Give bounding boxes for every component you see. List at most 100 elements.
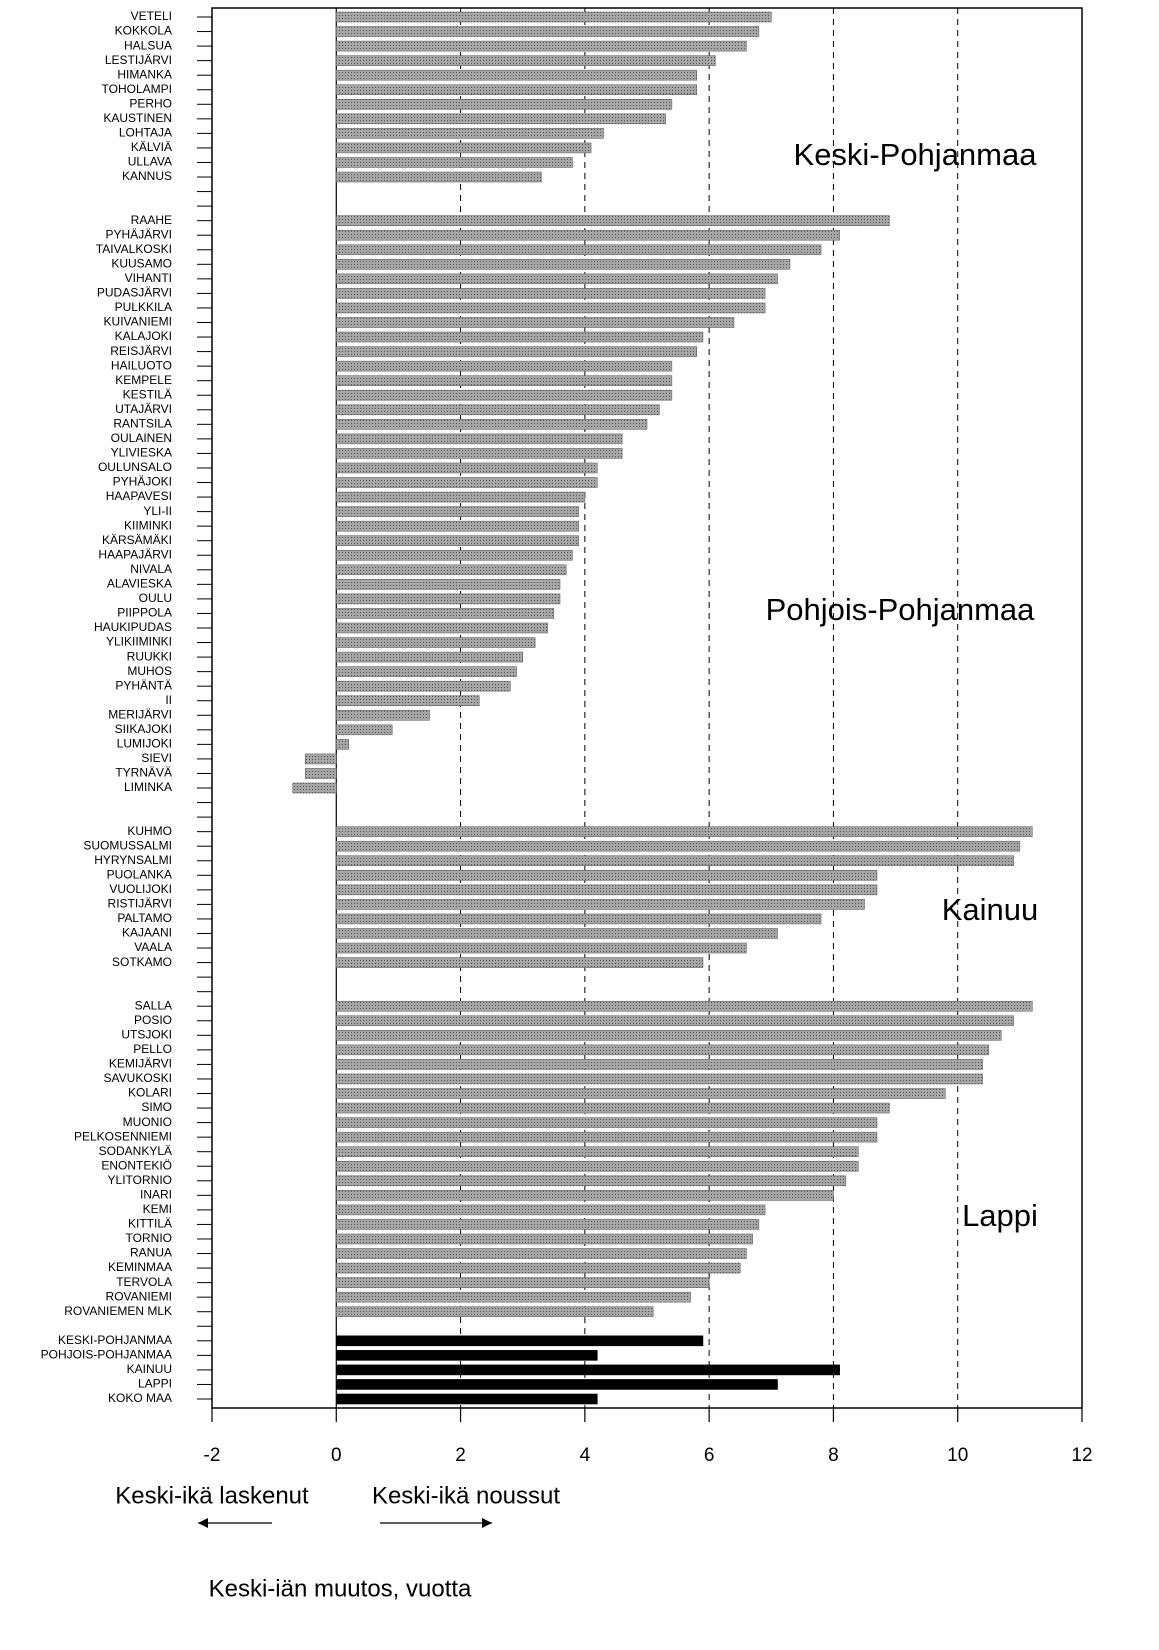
bar (335, 360, 673, 372)
y-tick-label: TAIVALKOSKI (96, 242, 172, 256)
bar (335, 1175, 847, 1187)
bar (335, 1160, 859, 1172)
y-tick-label: KESTILÄ (123, 387, 172, 401)
y-tick-label: YLI-II (143, 504, 172, 518)
bar (335, 273, 778, 285)
y-tick-label: PELLO (133, 1042, 172, 1056)
y-tick-label: PYHÄJÄRVI (106, 227, 172, 241)
y-tick-label: OULU (139, 591, 172, 605)
annotation: Keski-ikä laskenut (115, 1482, 309, 1509)
bar (335, 404, 660, 416)
annotation: Pohjois-Pohjanmaa (766, 592, 1036, 627)
bar (335, 40, 747, 52)
bar (335, 1204, 766, 1216)
y-tick-label: SIEVI (141, 751, 172, 765)
x-tick-label: 10 (947, 1445, 968, 1466)
bar (335, 1044, 990, 1056)
y-tick-label: HYRYNSALMI (94, 853, 172, 867)
x-tick-label: 6 (704, 1445, 715, 1466)
y-tick-label: KIIMINKI (124, 518, 172, 532)
y-tick-label: HAAPAVESI (106, 489, 172, 503)
bar (335, 375, 673, 386)
y-tick-label: KEMIJÄRVI (109, 1057, 172, 1071)
bar (335, 1030, 1002, 1041)
y-tick-label: TOHOLAMPI (102, 82, 172, 96)
y-tick-label: II (165, 693, 172, 707)
y-tick-label: YLIVIESKA (111, 446, 172, 460)
bar (335, 840, 1021, 852)
bar (335, 1015, 1014, 1027)
y-tick-label: TORNIO (126, 1231, 172, 1245)
y-tick-label: PUOLANKA (107, 867, 172, 881)
y-tick-label: SIIKAJOKI (115, 722, 172, 736)
bar (335, 695, 480, 707)
y-tick-label: KOKKOLA (115, 24, 172, 38)
bar (335, 564, 567, 576)
bar (335, 433, 623, 445)
y-tick-label: KITTILÄ (128, 1217, 172, 1231)
y-tick-label: KOKO MAA (108, 1391, 172, 1405)
y-tick-label: KUHMO (127, 824, 172, 838)
bar (335, 1102, 890, 1114)
arrow-left-head (198, 1518, 208, 1528)
bar (335, 1059, 983, 1070)
bar (335, 680, 511, 692)
bar (335, 259, 791, 270)
bar (335, 1393, 598, 1405)
bar (335, 142, 592, 154)
y-tick-label: MUONIO (123, 1115, 172, 1129)
bar (335, 869, 878, 881)
y-tick-label: YLITORNIO (108, 1173, 172, 1187)
y-tick-label: ULLAVA (128, 155, 172, 169)
y-tick-label: KEMI (143, 1202, 172, 1216)
bar (335, 549, 573, 561)
y-tick-label: HIMANKA (117, 67, 172, 81)
y-tick-label: ALAVIESKA (107, 577, 172, 591)
y-tick-label: KAINUU (127, 1362, 172, 1376)
y-tick-label: LESTIJÄRVI (105, 53, 172, 67)
x-tick-label: 4 (580, 1445, 591, 1466)
bar (335, 477, 598, 488)
y-tick-label: SALLA (135, 998, 172, 1012)
y-tick-label: KAJAANI (122, 926, 172, 940)
y-tick-label: SUOMUSSALMI (83, 838, 172, 852)
y-tick-label: SODANKYLÄ (99, 1144, 172, 1158)
bar (335, 1335, 704, 1347)
bar (335, 1131, 878, 1143)
y-tick-label: LUMIJOKI (117, 737, 172, 751)
y-tick-label: RUUKKI (127, 649, 172, 663)
y-tick-label: PELKOSENNIEMI (74, 1129, 172, 1143)
bar (335, 957, 704, 968)
x-tick-label: 8 (828, 1445, 839, 1466)
y-tick-label: KÄRSÄMÄKI (102, 533, 172, 547)
y-tick-label: KEMINMAA (108, 1260, 172, 1274)
y-tick-label: PULKKILA (115, 300, 172, 314)
bar (335, 1364, 840, 1376)
bar (335, 1379, 778, 1390)
bar (335, 724, 393, 736)
bar (335, 1233, 753, 1245)
y-tick-label: ENONTEKIÖ (101, 1158, 172, 1172)
y-tick-label: LAPPI (138, 1377, 172, 1391)
y-tick-label: LIMINKA (124, 780, 172, 794)
y-tick-label: INARI (140, 1188, 172, 1202)
bar (335, 1262, 741, 1274)
bar (335, 1306, 654, 1318)
y-tick-label: KEMPELE (115, 373, 172, 387)
y-tick-label: YLIKIIMINKI (106, 635, 172, 649)
bar (335, 346, 698, 357)
bar (335, 229, 840, 241)
annotation: Keski-ikä noussut (372, 1482, 560, 1509)
y-tick-label: SOTKAMO (112, 955, 172, 969)
y-tick-label: RISTIJÄRVI (108, 897, 172, 911)
y-tick-label: PIIPPOLA (117, 606, 172, 620)
bar (335, 331, 704, 343)
bar (335, 579, 561, 590)
y-tick-label: SAVUKOSKI (104, 1071, 172, 1085)
y-tick-label: PUDASJÄRVI (97, 286, 172, 300)
bar (335, 608, 555, 619)
y-tick-label: KOLARI (128, 1086, 172, 1100)
y-tick-label: RANTSILA (113, 416, 172, 430)
bar (335, 317, 735, 328)
y-tick-label: UTSJOKI (121, 1027, 172, 1041)
